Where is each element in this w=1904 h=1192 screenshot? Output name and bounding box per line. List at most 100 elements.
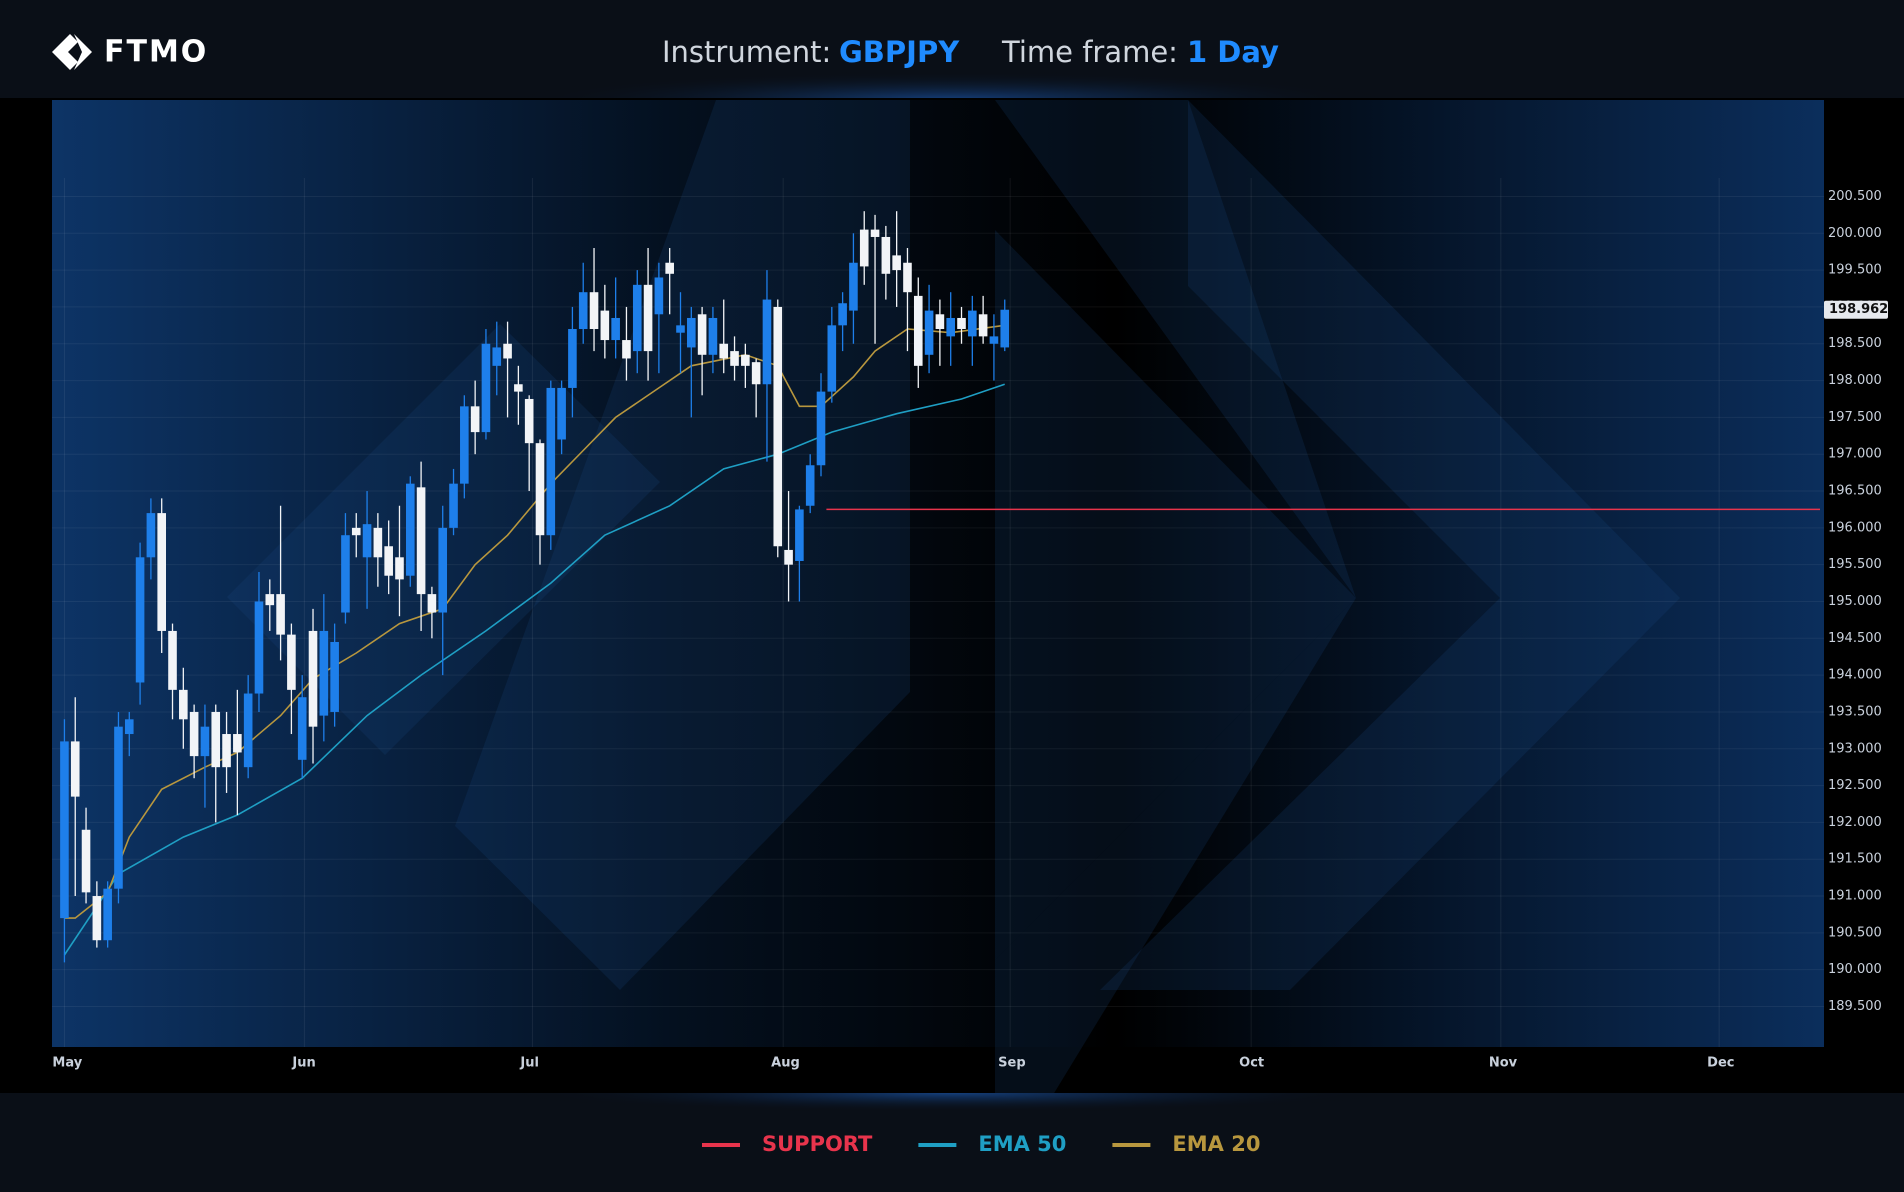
candle-body: [805, 465, 815, 506]
x-tick-label: Nov: [1489, 1056, 1518, 1071]
legend: SUPPORT EMA 50 EMA 20: [702, 1132, 1260, 1156]
candle-body: [654, 277, 664, 315]
candle-body: [719, 343, 729, 359]
candle-body: [362, 524, 372, 558]
candle-body: [903, 262, 912, 293]
last-price-label: 198.962: [1829, 302, 1888, 317]
y-tick-label: 197.000: [1828, 447, 1882, 462]
candle-body: [481, 343, 491, 433]
candle-body: [546, 387, 556, 536]
candle-body: [892, 255, 901, 271]
candle-body: [222, 734, 231, 768]
candle-body: [341, 535, 350, 613]
chevron: [455, 100, 910, 990]
legend-label: SUPPORT: [762, 1132, 873, 1156]
logo-text: FTMO: [104, 35, 208, 70]
y-tick-label: 190.500: [1828, 925, 1882, 940]
timeframe-label: Time frame:: [1001, 35, 1178, 69]
candle-body: [968, 310, 977, 337]
candle-body: [741, 354, 750, 366]
candle-body: [557, 387, 566, 440]
x-tick-label: May: [52, 1056, 82, 1071]
y-tick-label: 193.000: [1828, 741, 1882, 756]
y-tick-label: 198.500: [1828, 336, 1882, 351]
candle-body: [913, 295, 923, 366]
candle-body: [168, 630, 177, 690]
legend-label: EMA 20: [1172, 1132, 1260, 1156]
candle-body: [881, 236, 891, 274]
y-tick-label: 200.000: [1828, 226, 1882, 241]
candle-body: [416, 487, 426, 595]
candle-body: [276, 594, 285, 635]
y-tick-label: 198.000: [1828, 373, 1882, 388]
candle-body: [308, 630, 318, 727]
candle-body: [600, 310, 610, 341]
candle-body: [957, 317, 966, 330]
candle-body: [297, 697, 307, 760]
candle-body: [708, 317, 718, 355]
y-tick-label: 199.500: [1828, 263, 1882, 278]
candle-body: [870, 229, 880, 237]
candle-body: [503, 343, 512, 359]
x-tick-label: Jun: [291, 1056, 315, 1071]
candle-body: [265, 594, 275, 606]
candle-body: [92, 896, 102, 941]
candle-body: [611, 317, 620, 341]
candle-body: [351, 527, 361, 536]
y-tick-label: 191.500: [1828, 852, 1882, 867]
candle-body: [319, 630, 329, 716]
y-tick-label: 194.500: [1828, 631, 1882, 646]
candle-body: [524, 398, 534, 444]
candle-body: [589, 292, 599, 330]
ema-line: [63, 383, 1005, 956]
y-tick-label: 197.500: [1828, 410, 1882, 425]
logo-icon: [52, 34, 78, 70]
candle-body: [189, 711, 199, 757]
logo: FTMO: [52, 34, 208, 70]
candle-body: [730, 351, 739, 366]
y-tick-label: 190.000: [1828, 962, 1882, 977]
y-tick-label: 200.500: [1828, 189, 1882, 204]
candle-body: [114, 726, 123, 889]
candle-body: [859, 229, 869, 267]
y-tick-label: 196.000: [1828, 520, 1882, 535]
candle-body: [535, 443, 545, 536]
candle-body: [81, 829, 91, 893]
y-tick-label: 195.000: [1828, 594, 1882, 609]
candle-body: [632, 284, 642, 352]
x-tick-label: Sep: [998, 1056, 1026, 1071]
chevron: [1100, 100, 1680, 990]
candle-body: [395, 557, 404, 580]
candle-body: [773, 306, 783, 547]
candle-body: [676, 325, 685, 333]
candle-body: [157, 513, 167, 631]
candle-body: [254, 601, 264, 694]
x-tick-label: Aug: [771, 1056, 800, 1071]
candle-body: [578, 292, 588, 330]
chevron: [995, 230, 1356, 960]
candle-body: [449, 483, 458, 528]
candle-body: [287, 634, 296, 690]
x-tick-label: Dec: [1707, 1056, 1734, 1071]
candle-body: [438, 527, 448, 613]
candle-body: [103, 888, 112, 941]
y-tick-label: 189.500: [1828, 999, 1882, 1014]
candle-body: [946, 317, 955, 337]
ema-line: [64, 324, 1005, 919]
candle-body: [816, 391, 826, 466]
candle-body: [838, 303, 847, 326]
candle-body: [200, 726, 210, 757]
candle-body: [989, 336, 999, 344]
candle-body: [1000, 309, 1010, 348]
candle-body: [924, 310, 934, 355]
x-tick-label: Oct: [1239, 1056, 1264, 1071]
candle-body: [60, 741, 69, 919]
candle-body: [146, 513, 156, 558]
x-tick-label: Jul: [519, 1056, 539, 1071]
candle-body: [135, 557, 145, 683]
y-tick-label: 192.000: [1828, 815, 1882, 830]
candle-body: [514, 384, 523, 392]
candle-body: [460, 406, 469, 484]
